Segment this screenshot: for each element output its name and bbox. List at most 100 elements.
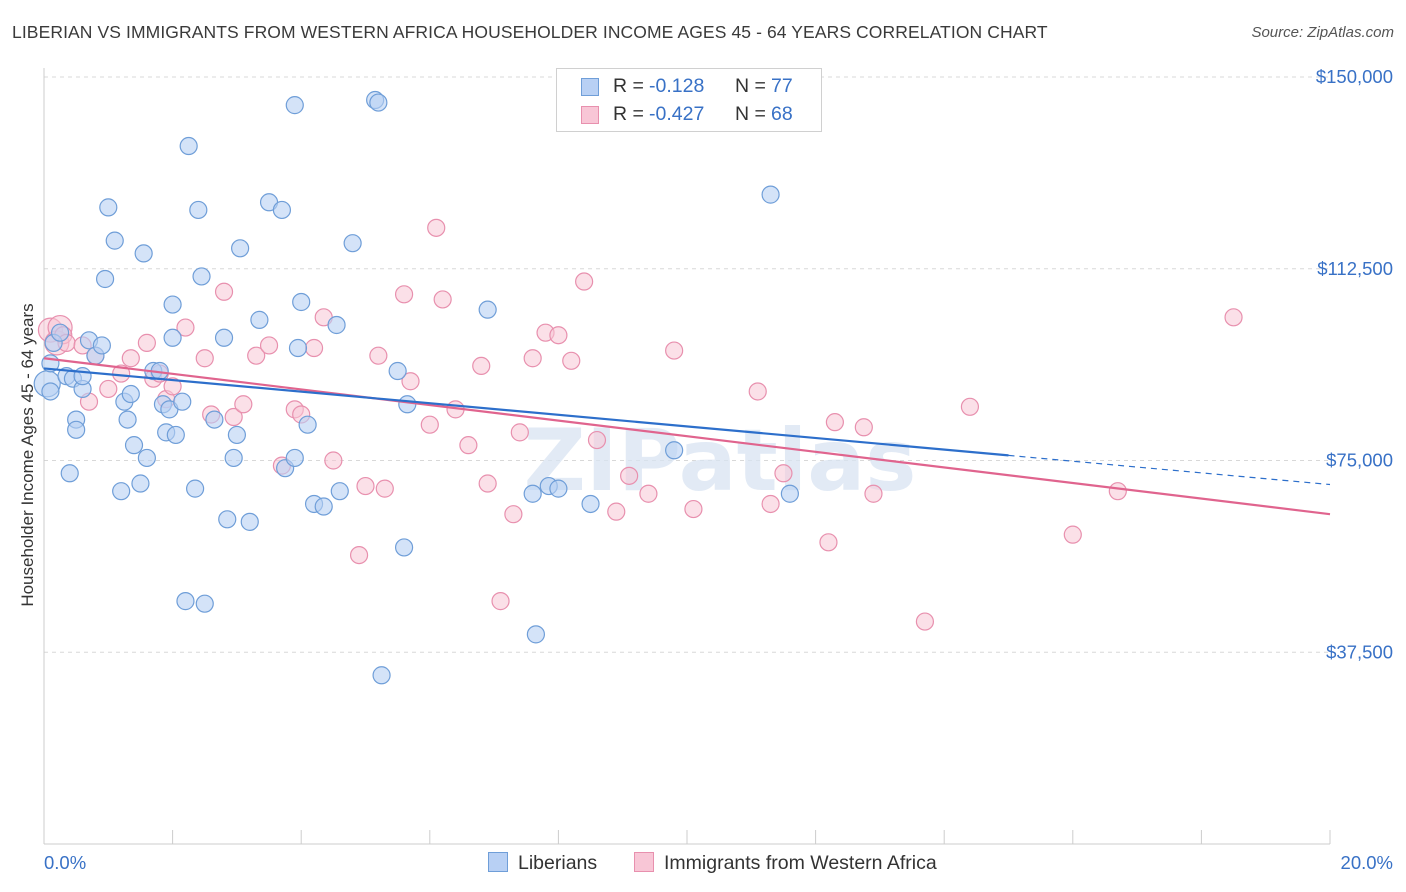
legend-swatch-blue bbox=[488, 852, 508, 872]
point-immigrants bbox=[121, 349, 140, 368]
y-tick-label: $37,500 bbox=[1326, 641, 1393, 662]
legend-label: Liberians bbox=[518, 852, 598, 874]
source-label: Source: ZipAtlas.com bbox=[1251, 24, 1394, 41]
point-immigrants bbox=[369, 346, 388, 365]
point-liberians bbox=[761, 185, 780, 204]
y-tick-label: $75,000 bbox=[1326, 450, 1393, 471]
point-immigrants bbox=[748, 382, 767, 401]
point-immigrants bbox=[1224, 308, 1243, 327]
point-liberians bbox=[285, 96, 304, 115]
point-liberians bbox=[330, 482, 349, 501]
point-immigrants bbox=[504, 505, 523, 524]
point-liberians bbox=[218, 510, 237, 529]
point-liberians bbox=[189, 200, 208, 220]
point-liberians bbox=[163, 328, 182, 347]
point-liberians bbox=[285, 448, 304, 468]
point-liberians bbox=[665, 441, 684, 460]
point-liberians bbox=[50, 323, 70, 342]
legend-row-liberians: R = -0.128 N = 77 bbox=[557, 73, 821, 101]
point-liberians bbox=[176, 592, 195, 611]
series-liberians-points bbox=[33, 90, 799, 685]
trend-line-liberians bbox=[43, 367, 1009, 457]
legend-r-label: R = bbox=[613, 75, 644, 97]
grid-lines bbox=[44, 76, 1330, 653]
point-immigrants bbox=[960, 397, 980, 416]
trend-lines bbox=[43, 357, 1331, 516]
point-immigrants bbox=[825, 413, 844, 432]
watermark: ZIPatlas bbox=[524, 411, 917, 511]
legend-swatch-pink bbox=[634, 852, 654, 872]
point-liberians bbox=[41, 382, 60, 401]
point-immigrants bbox=[510, 423, 529, 442]
point-immigrants bbox=[587, 430, 607, 450]
point-immigrants bbox=[854, 418, 873, 437]
point-immigrants bbox=[819, 533, 838, 552]
point-immigrants bbox=[99, 379, 118, 399]
point-liberians bbox=[250, 310, 269, 329]
point-liberians bbox=[581, 494, 600, 514]
trend-line-liberians-extension bbox=[1008, 454, 1331, 486]
point-immigrants bbox=[562, 351, 581, 370]
point-liberians bbox=[523, 484, 542, 503]
point-immigrants bbox=[1108, 482, 1127, 501]
point-liberians bbox=[179, 136, 198, 156]
y-tick-labels: $37,500 $75,000 $112,500 $150,000 bbox=[1316, 66, 1393, 662]
legend-n-label: N = bbox=[735, 103, 766, 125]
point-immigrants bbox=[401, 372, 420, 391]
chart-title: LIBERIAN VS IMMIGRANTS FROM WESTERN AFRI… bbox=[12, 22, 1048, 42]
legend-r-value: -0.427 bbox=[649, 103, 705, 125]
point-immigrants bbox=[639, 484, 658, 503]
point-immigrants bbox=[774, 464, 793, 483]
point-liberians bbox=[131, 474, 150, 493]
x-tick-labels: 0.0% 20.0% bbox=[44, 852, 1393, 873]
point-liberians bbox=[314, 497, 333, 516]
point-immigrants bbox=[137, 333, 156, 352]
point-liberians bbox=[163, 295, 182, 314]
point-immigrants bbox=[433, 290, 452, 309]
point-liberians bbox=[124, 436, 144, 455]
point-liberians bbox=[195, 594, 214, 613]
point-liberians bbox=[343, 234, 362, 253]
point-liberians bbox=[112, 482, 131, 501]
point-immigrants bbox=[478, 474, 497, 493]
trend-line-immigrants bbox=[43, 357, 1331, 516]
point-immigrants bbox=[549, 326, 568, 345]
axes bbox=[43, 68, 1331, 845]
point-liberians bbox=[60, 464, 79, 483]
point-immigrants bbox=[665, 341, 684, 360]
point-liberians bbox=[327, 315, 346, 335]
point-immigrants bbox=[1063, 525, 1082, 544]
point-liberians bbox=[92, 336, 111, 355]
legend-swatch-blue bbox=[581, 78, 599, 96]
point-immigrants bbox=[356, 476, 375, 496]
point-liberians bbox=[105, 231, 124, 250]
point-liberians bbox=[549, 479, 568, 498]
point-liberians bbox=[272, 200, 292, 220]
point-liberians bbox=[137, 448, 156, 468]
point-immigrants bbox=[761, 494, 780, 514]
point-immigrants bbox=[523, 349, 542, 368]
point-liberians bbox=[292, 292, 311, 312]
x-tick-label: 0.0% bbox=[44, 852, 86, 873]
point-liberians bbox=[121, 384, 140, 404]
x-tick-label: 20.0% bbox=[1341, 852, 1393, 873]
point-immigrants bbox=[375, 479, 394, 498]
point-immigrants bbox=[247, 346, 266, 365]
point-liberians bbox=[67, 420, 86, 439]
point-immigrants bbox=[259, 336, 279, 355]
point-immigrants bbox=[163, 377, 182, 396]
stats-legend: R = -0.128 N = 77 R = -0.427 N = 68 bbox=[556, 68, 822, 132]
point-liberians bbox=[526, 625, 545, 644]
point-immigrants bbox=[176, 318, 195, 337]
point-liberians bbox=[73, 367, 92, 386]
legend-item-immigrants: Immigrants from Western Africa bbox=[634, 852, 937, 875]
point-immigrants bbox=[915, 612, 935, 631]
point-liberians bbox=[227, 425, 246, 445]
point-immigrants bbox=[427, 218, 446, 237]
point-liberians bbox=[99, 198, 118, 217]
point-liberians bbox=[780, 484, 799, 503]
point-liberians bbox=[173, 392, 192, 411]
point-liberians bbox=[231, 239, 250, 258]
legend-r-value: -0.128 bbox=[649, 75, 705, 97]
